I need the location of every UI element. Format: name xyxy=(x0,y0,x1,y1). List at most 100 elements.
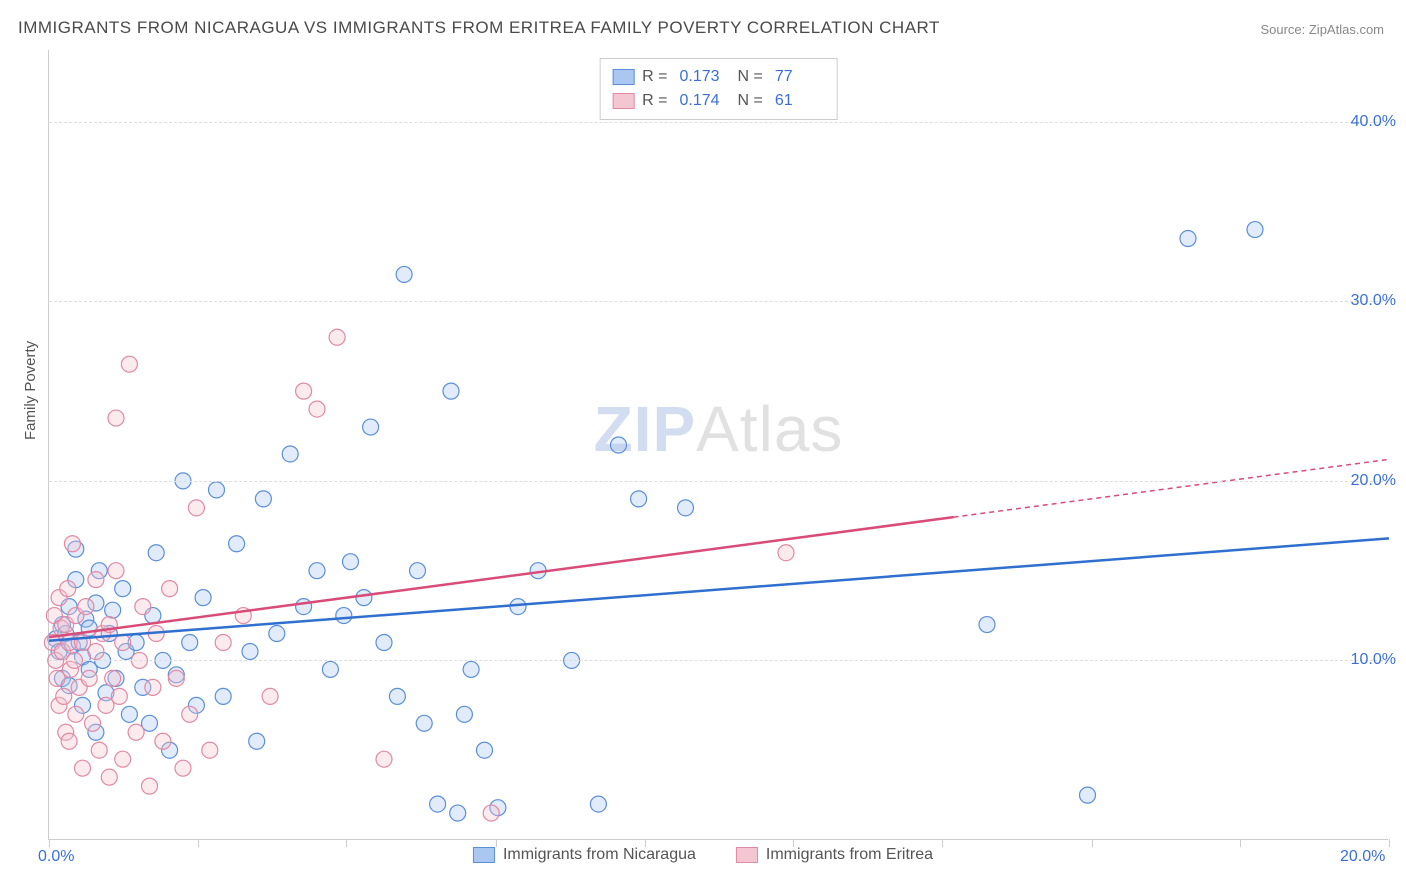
data-point xyxy=(590,796,606,812)
x-tick xyxy=(346,839,347,847)
data-point xyxy=(979,617,995,633)
data-point xyxy=(148,545,164,561)
x-tick xyxy=(49,839,50,847)
chart-svg xyxy=(49,50,1388,839)
data-point xyxy=(376,751,392,767)
data-point xyxy=(249,733,265,749)
data-point xyxy=(81,670,97,686)
data-point xyxy=(182,635,198,651)
data-point xyxy=(75,760,91,776)
plot-area: ZIPAtlas R = 0.173 N = 77 R = 0.174 N = … xyxy=(48,50,1388,840)
data-point xyxy=(463,661,479,677)
data-point xyxy=(85,715,101,731)
y-tick-label: 30.0% xyxy=(1351,292,1396,310)
data-point xyxy=(456,706,472,722)
data-point xyxy=(115,635,131,651)
data-point xyxy=(135,599,151,615)
data-point xyxy=(101,769,117,785)
data-point xyxy=(611,437,627,453)
data-point xyxy=(91,742,107,758)
data-point xyxy=(145,679,161,695)
gridline xyxy=(49,481,1388,482)
data-point xyxy=(778,545,794,561)
data-point xyxy=(142,778,158,794)
data-point xyxy=(108,563,124,579)
x-tick xyxy=(1092,839,1093,847)
data-point xyxy=(60,581,76,597)
data-point xyxy=(209,482,225,498)
data-point xyxy=(309,563,325,579)
legend-item-nicaragua: Immigrants from Nicaragua xyxy=(473,846,696,864)
y-tick-label: 10.0% xyxy=(1351,651,1396,669)
data-point xyxy=(1180,231,1196,247)
data-point xyxy=(64,536,80,552)
data-point xyxy=(296,599,312,615)
data-point xyxy=(262,688,278,704)
gridline xyxy=(49,301,1388,302)
gridline xyxy=(49,122,1388,123)
data-point xyxy=(188,500,204,516)
data-point xyxy=(88,643,104,659)
legend-item-eritrea: Immigrants from Eritrea xyxy=(736,846,933,864)
gridline xyxy=(49,660,1388,661)
x-tick xyxy=(1240,839,1241,847)
data-point xyxy=(450,805,466,821)
data-point xyxy=(430,796,446,812)
data-point xyxy=(678,500,694,516)
data-point xyxy=(296,383,312,399)
data-point xyxy=(1247,222,1263,238)
data-point xyxy=(121,356,137,372)
data-point xyxy=(215,688,231,704)
data-point xyxy=(631,491,647,507)
data-point xyxy=(396,266,412,282)
data-point xyxy=(215,635,231,651)
data-point xyxy=(68,706,84,722)
data-point xyxy=(61,733,77,749)
x-tick-label: 0.0% xyxy=(38,848,74,866)
data-point xyxy=(121,706,137,722)
trend-line xyxy=(49,517,954,637)
data-point xyxy=(389,688,405,704)
data-point xyxy=(1080,787,1096,803)
data-point xyxy=(477,742,493,758)
data-point xyxy=(175,760,191,776)
source-attribution: Source: ZipAtlas.com xyxy=(1260,22,1384,37)
x-tick-label: 20.0% xyxy=(1340,848,1385,866)
data-point xyxy=(443,383,459,399)
legend-swatch-nicaragua xyxy=(473,847,495,863)
data-point xyxy=(115,751,131,767)
data-point xyxy=(195,590,211,606)
data-point xyxy=(269,626,285,642)
data-point xyxy=(111,688,127,704)
data-point xyxy=(336,608,352,624)
data-point xyxy=(78,599,94,615)
data-point xyxy=(155,733,171,749)
data-point xyxy=(483,805,499,821)
data-point xyxy=(309,401,325,417)
data-point xyxy=(329,329,345,345)
series-legend: Immigrants from Nicaragua Immigrants fro… xyxy=(473,846,933,864)
data-point xyxy=(56,688,72,704)
x-tick xyxy=(942,839,943,847)
chart-title: IMMIGRANTS FROM NICARAGUA VS IMMIGRANTS … xyxy=(18,18,940,38)
data-point xyxy=(105,602,121,618)
data-point xyxy=(416,715,432,731)
data-point xyxy=(168,670,184,686)
legend-label: Immigrants from Eritrea xyxy=(766,846,933,864)
data-point xyxy=(376,635,392,651)
data-point xyxy=(115,581,131,597)
data-point xyxy=(128,724,144,740)
x-tick xyxy=(1389,839,1390,847)
data-point xyxy=(108,410,124,426)
data-point xyxy=(202,742,218,758)
data-point xyxy=(410,563,426,579)
data-point xyxy=(343,554,359,570)
y-axis-label: Family Poverty xyxy=(22,341,39,440)
y-tick-label: 20.0% xyxy=(1351,472,1396,490)
data-point xyxy=(255,491,271,507)
data-point xyxy=(282,446,298,462)
data-point xyxy=(363,419,379,435)
data-point xyxy=(229,536,245,552)
y-tick-label: 40.0% xyxy=(1351,113,1396,131)
data-point xyxy=(322,661,338,677)
